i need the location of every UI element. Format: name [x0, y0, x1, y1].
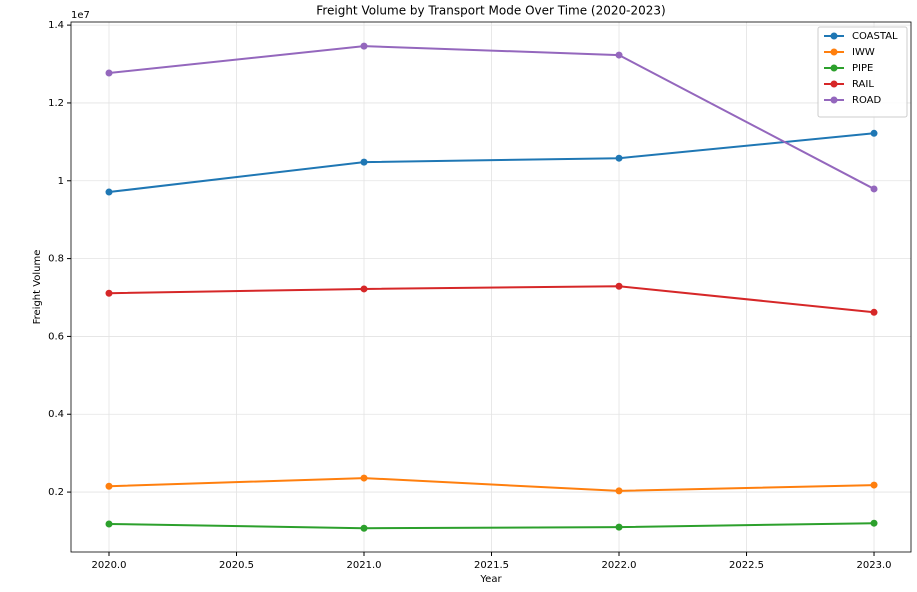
y-tick-label: 0.4	[48, 409, 64, 420]
data-point	[870, 308, 878, 316]
data-point	[105, 69, 113, 77]
data-point	[615, 51, 623, 59]
legend-label: COASTAL	[852, 31, 898, 42]
x-tick-label: 2021.5	[474, 560, 509, 571]
legend-marker	[830, 80, 838, 88]
x-axis-label: Year	[479, 574, 502, 585]
plot-frame	[70, 21, 912, 553]
data-point	[615, 282, 623, 290]
y-tick-label: 1	[58, 176, 64, 187]
data-point	[870, 481, 878, 489]
data-point	[360, 158, 368, 166]
legend-box	[817, 26, 908, 118]
data-point	[870, 519, 878, 527]
data-point	[105, 520, 113, 528]
data-point	[105, 482, 113, 490]
chart-title: Freight Volume by Transport Mode Over Ti…	[316, 4, 665, 18]
legend-marker	[830, 64, 838, 72]
data-point	[105, 188, 113, 196]
series-line	[108, 45, 875, 190]
y-offset-label: 1e7	[71, 10, 90, 21]
x-tick-label: 2022.5	[729, 560, 764, 571]
data-point	[870, 129, 878, 137]
data-point	[870, 185, 878, 193]
data-point	[360, 285, 368, 293]
legend-marker	[830, 48, 838, 56]
data-point	[615, 487, 623, 495]
x-tick-label: 2020.0	[91, 560, 126, 571]
data-point	[105, 289, 113, 297]
y-tick-label: 1.4	[48, 20, 64, 31]
series-line	[108, 477, 875, 492]
x-tick-label: 2021.0	[347, 560, 382, 571]
legend-label: PIPE	[852, 63, 873, 74]
series-line	[108, 285, 875, 314]
legend-label: RAIL	[852, 79, 874, 90]
x-tick-label: 2020.5	[219, 560, 254, 571]
series-line	[108, 132, 875, 194]
legend-marker	[830, 96, 838, 104]
y-tick-label: 0.2	[48, 487, 64, 498]
data-point	[360, 474, 368, 482]
series-line	[108, 522, 875, 530]
x-tick-label: 2023.0	[857, 560, 892, 571]
data-point	[360, 42, 368, 50]
data-point	[360, 524, 368, 532]
legend-marker	[830, 32, 838, 40]
data-point	[615, 154, 623, 162]
data-point	[615, 523, 623, 531]
legend-label: IWW	[852, 47, 875, 58]
y-tick-label: 0.6	[48, 331, 64, 342]
y-tick-label: 0.8	[48, 254, 64, 265]
y-tick-label: 1.2	[48, 98, 64, 109]
legend-label: ROAD	[852, 95, 881, 106]
x-tick-label: 2022.0	[602, 560, 637, 571]
legend: COASTAL IWW PIPE RAIL ROAD	[817, 26, 908, 118]
y-axis-label: Freight Volume	[32, 250, 43, 325]
